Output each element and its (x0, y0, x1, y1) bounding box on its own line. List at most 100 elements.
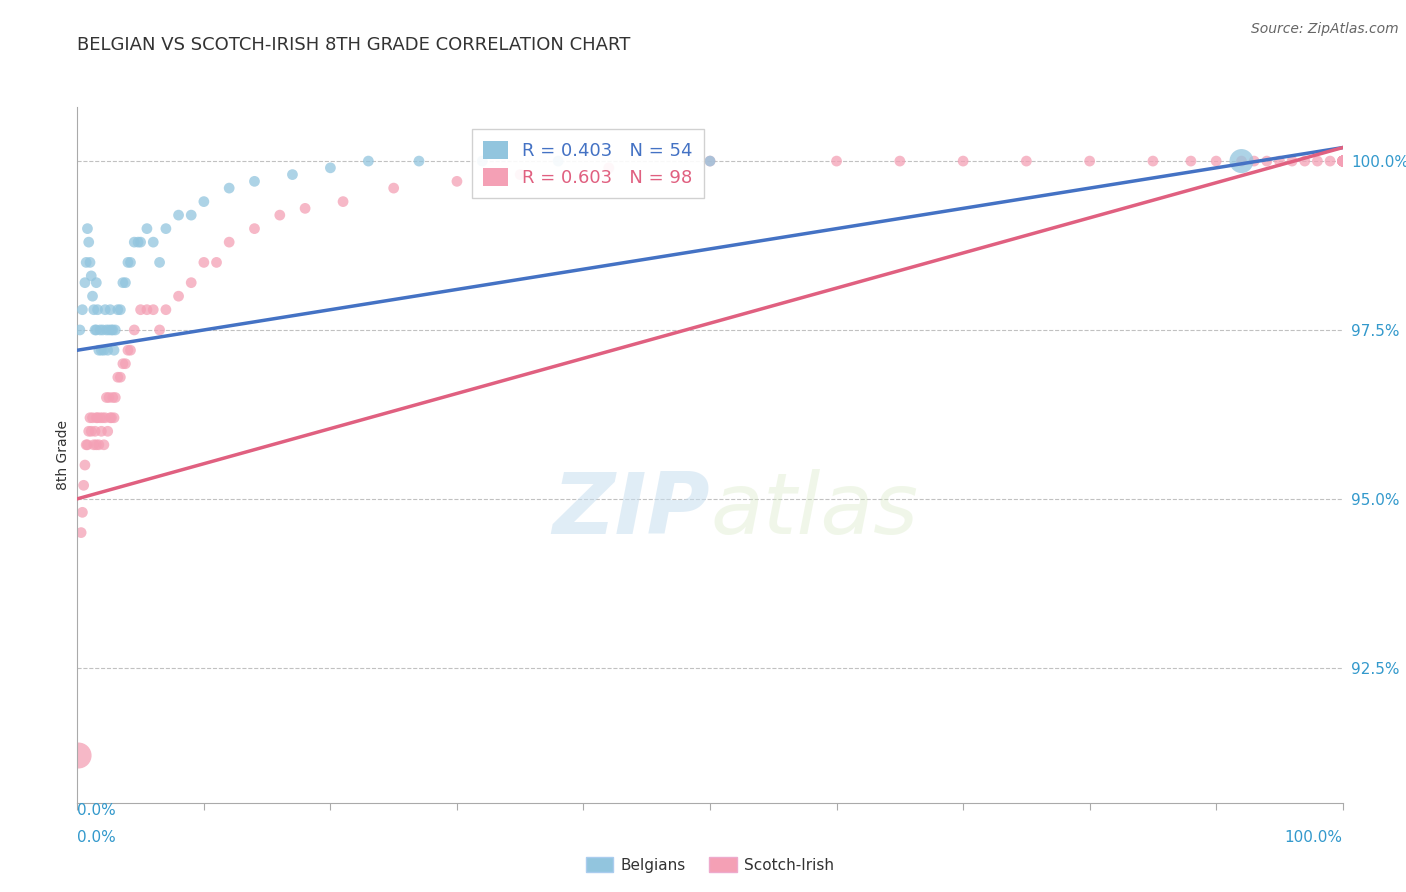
Point (136, 302, 159, 317)
Point (1331, 154, 1354, 169)
Point (77, 424, 100, 438)
Point (86, 410, 108, 425)
Point (1331, 154, 1354, 169)
Point (89, 323, 111, 337)
Point (86, 438, 108, 452)
Point (1331, 154, 1354, 169)
Point (1230, 154, 1253, 169)
Point (76, 438, 98, 452)
Point (1331, 154, 1354, 169)
Point (471, 154, 494, 169)
Point (167, 289, 190, 303)
Point (82, 289, 104, 303)
Point (72, 505, 94, 519)
Point (319, 161, 342, 175)
Text: atlas: atlas (710, 469, 918, 552)
Point (94, 410, 117, 425)
Point (114, 276, 136, 290)
Point (79, 255, 101, 269)
Text: 0.0%: 0.0% (77, 803, 117, 818)
Point (117, 255, 139, 269)
Point (129, 302, 152, 317)
Legend: Belgians, Scotch-Irish: Belgians, Scotch-Irish (579, 850, 841, 879)
Point (1230, 154, 1253, 169)
Point (75, 438, 97, 452)
Point (84, 323, 107, 337)
Point (193, 194, 215, 209)
Point (67, 748, 90, 763)
Point (1331, 154, 1354, 169)
Text: BELGIAN VS SCOTCH-IRISH 8TH GRADE CORRELATION CHART: BELGIAN VS SCOTCH-IRISH 8TH GRADE CORREL… (77, 36, 631, 54)
Point (1306, 154, 1329, 169)
Point (100, 323, 122, 337)
Point (127, 235, 149, 249)
Point (1331, 154, 1354, 169)
Point (205, 255, 228, 269)
Point (98, 410, 121, 425)
Point (155, 302, 177, 317)
Point (142, 235, 165, 249)
Point (1331, 154, 1354, 169)
Point (598, 161, 620, 175)
Point (1331, 154, 1354, 169)
Point (89, 410, 111, 425)
Point (117, 343, 139, 358)
Point (218, 235, 240, 249)
Point (73, 276, 96, 290)
Point (446, 174, 468, 188)
Point (155, 221, 177, 235)
Point (408, 154, 430, 169)
Point (111, 357, 134, 371)
Point (120, 343, 142, 358)
Point (79, 410, 101, 425)
Point (75, 255, 97, 269)
Point (825, 154, 848, 169)
Point (72, 302, 94, 317)
Point (82, 410, 104, 425)
Point (1331, 154, 1354, 169)
Point (1331, 154, 1354, 169)
Point (83, 438, 105, 452)
Point (1331, 154, 1354, 169)
Point (98, 323, 120, 337)
Point (243, 174, 266, 188)
Point (889, 154, 911, 169)
Point (69, 323, 91, 337)
Point (70, 525, 93, 540)
Point (77, 235, 100, 249)
Point (167, 208, 190, 222)
Point (1142, 154, 1164, 169)
Point (124, 323, 146, 337)
Point (281, 168, 304, 182)
Point (97, 424, 120, 438)
Point (180, 276, 202, 290)
Point (1331, 154, 1354, 169)
Point (101, 391, 124, 405)
Point (87, 438, 110, 452)
Point (84, 424, 107, 438)
Point (149, 255, 172, 269)
Point (107, 370, 129, 384)
Point (86, 323, 108, 337)
Point (120, 255, 142, 269)
Point (1331, 154, 1354, 169)
Point (142, 302, 165, 317)
Point (76, 221, 98, 235)
Point (1180, 154, 1202, 169)
Point (1331, 154, 1354, 169)
Point (103, 343, 125, 358)
Point (1331, 154, 1354, 169)
Point (110, 370, 132, 384)
Point (357, 154, 380, 169)
Point (332, 194, 354, 209)
Point (1281, 154, 1303, 169)
Point (90, 343, 112, 358)
Point (97, 343, 120, 358)
Point (1331, 154, 1354, 169)
Point (103, 410, 125, 425)
Point (699, 154, 721, 169)
Point (1331, 154, 1354, 169)
Point (91, 323, 114, 337)
Point (98, 391, 120, 405)
Point (1078, 154, 1101, 169)
